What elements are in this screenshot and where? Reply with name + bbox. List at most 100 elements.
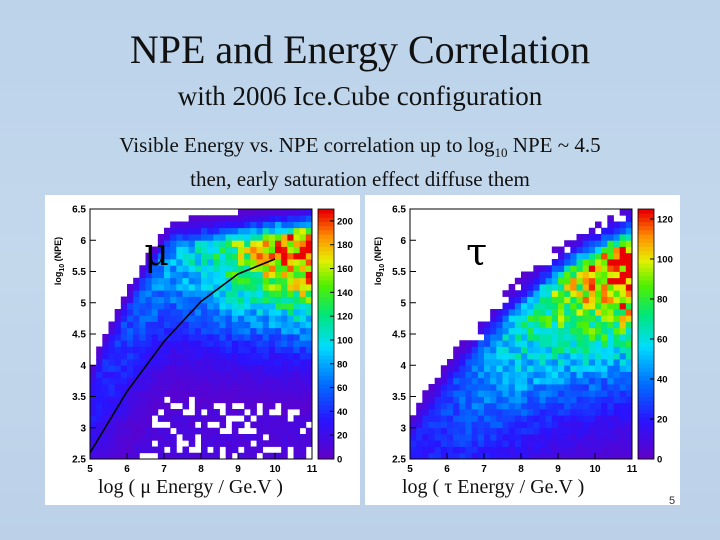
heatmap-cell: [484, 359, 491, 366]
heatmap-cell: [564, 290, 571, 297]
heatmap-cell: [440, 415, 448, 422]
heatmap-cell: [151, 396, 159, 404]
heatmap-cell: [619, 421, 627, 429]
y-tick-label: 3: [400, 423, 406, 434]
heatmap-cell: [453, 452, 460, 460]
heatmap-cell: [170, 234, 177, 241]
heatmap-cell: [601, 277, 608, 285]
heatmap-cell: [613, 240, 621, 247]
heatmap-cell: [182, 434, 190, 441]
heatmap-cell: [139, 421, 146, 429]
heatmap-cell: [90, 371, 97, 379]
heatmap-cell: [157, 346, 165, 354]
heatmap-cell: [595, 371, 602, 379]
heatmap-cell: [182, 252, 190, 260]
heatmap-cell: [558, 415, 565, 422]
heatmap-cell: [447, 359, 454, 366]
slide-subtitle: with 2006 Ice.Cube configuration: [177, 81, 543, 111]
heatmap-cell: [595, 315, 602, 322]
heatmap-cell: [207, 390, 214, 397]
heatmap-cell: [238, 290, 245, 297]
heatmap-cell: [268, 396, 276, 404]
heatmap-cell: [490, 346, 497, 354]
heatmap-cell: [551, 321, 559, 329]
heatmap-cell: [521, 296, 528, 304]
heatmap-cell: [490, 359, 497, 366]
heatmap-cell: [619, 434, 627, 441]
heatmap-cell: [170, 396, 177, 404]
heatmap-cell: [601, 352, 608, 360]
heatmap-cell: [607, 346, 614, 354]
heatmap-cell: [114, 421, 122, 429]
heatmap-cell: [299, 259, 307, 266]
heatmap-cell: [576, 377, 584, 385]
heatmap-cell: [545, 415, 553, 422]
heatmap-cell: [127, 434, 134, 441]
heatmap-cell: [508, 421, 516, 429]
heatmap-cell: [231, 409, 239, 416]
heatmap-cell: [127, 290, 134, 297]
heatmap-cell: [533, 290, 540, 297]
colorbar-segment: [318, 296, 334, 302]
heatmap-cell: [157, 277, 165, 285]
heatmap-cell: [176, 334, 183, 341]
colorbar-tick-label: 60: [337, 383, 348, 394]
heatmap-cell: [299, 446, 307, 454]
heatmap-cell: [219, 346, 227, 354]
heatmap-cell: [545, 452, 553, 460]
heatmap-cell: [96, 446, 103, 454]
heatmap-cell: [299, 390, 307, 397]
heatmap-cell: [182, 402, 190, 410]
heatmap-cell: [250, 227, 257, 235]
heatmap-cell: [447, 371, 454, 379]
heatmap-cell: [207, 321, 214, 329]
heatmap-cell: [453, 434, 460, 441]
heatmap-cell: [299, 415, 307, 422]
heatmap-cell: [250, 365, 257, 372]
heatmap-cell: [539, 365, 547, 372]
heatmap-cell: [151, 290, 159, 297]
heatmap-cell: [477, 371, 485, 379]
heatmap-cell: [625, 327, 633, 335]
heatmap-cell: [281, 446, 288, 454]
heatmap-cell: [619, 302, 627, 310]
heatmap-cell: [588, 265, 596, 272]
heatmap-cell: [564, 265, 571, 272]
heatmap-cell: [576, 346, 584, 354]
heatmap-cell: [207, 346, 214, 354]
heatmap-cell: [213, 346, 220, 354]
heatmap-cell: [410, 440, 417, 447]
heatmap-cell: [545, 409, 553, 416]
heatmap-cell: [157, 265, 165, 272]
heatmap-cell: [601, 421, 608, 429]
heatmap-cell: [527, 409, 534, 416]
heatmap-cell: [170, 446, 177, 454]
heatmap-cell: [96, 415, 103, 422]
heatmap-cell: [527, 440, 534, 447]
heatmap-cell: [576, 359, 584, 366]
heatmap-cell: [558, 384, 565, 391]
heatmap-cell: [545, 434, 553, 441]
heatmap-cell: [114, 415, 122, 422]
heatmap-cell: [90, 384, 97, 391]
heatmap-cell: [225, 315, 233, 322]
heatmap-cell: [490, 365, 497, 372]
heatmap-cell: [428, 384, 436, 391]
heatmap-cell: [219, 259, 227, 266]
heatmap-cell: [551, 396, 559, 404]
heatmap-cell: [514, 334, 522, 341]
heatmap-cell: [625, 359, 633, 366]
colorbar-segment: [318, 392, 334, 397]
heatmap-cell: [588, 346, 596, 354]
heatmap-cell: [207, 265, 214, 272]
heatmap-cell: [225, 396, 233, 404]
heatmap-cell: [108, 377, 116, 385]
heatmap-cell: [514, 421, 522, 429]
heatmap-cell: [539, 327, 547, 335]
heatmap-cell: [490, 377, 497, 385]
heatmap-cell: [477, 446, 485, 454]
heatmap-cell: [551, 352, 559, 360]
heatmap-cell: [471, 440, 479, 447]
heatmap-cell: [465, 346, 473, 354]
heatmap-cell: [447, 452, 454, 460]
